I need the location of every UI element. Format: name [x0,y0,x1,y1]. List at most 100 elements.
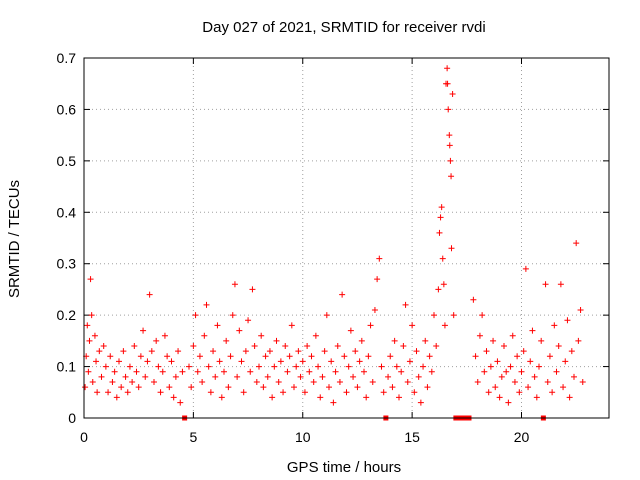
data-point [376,255,383,262]
y-tick-label: 0.1 [57,359,77,375]
data-point [448,245,455,252]
data-point [444,65,451,72]
data-point [483,348,490,355]
data-point [148,348,155,355]
data-point [196,353,203,360]
data-point [295,348,302,355]
x-axis-label: GPS time / hours [287,459,401,476]
data-point [153,337,160,344]
data-point [448,173,455,180]
data-point [546,353,553,360]
data-point [262,353,269,360]
data-point [175,348,182,355]
data-point [229,312,236,319]
data-point [385,373,392,380]
data-point [343,389,350,396]
y-tick-label: 0 [68,410,76,426]
data-point [126,363,133,370]
data-point [426,353,433,360]
data-point [304,343,311,349]
data-point [402,301,409,308]
data-point [227,353,234,360]
data-point [533,394,540,401]
data-point [557,281,564,288]
data-point [514,353,521,360]
data-point [415,373,422,380]
data-point [93,358,100,365]
data-point [367,322,374,329]
data-point [264,373,271,380]
data-point [120,348,127,355]
data-point [142,373,149,380]
data-point [378,363,385,370]
data-point [424,384,431,391]
data-point [354,384,361,391]
data-point [91,332,98,339]
data-point [271,363,278,370]
data-point [527,358,534,365]
data-point [389,384,396,391]
data-point [433,343,440,349]
data-point [551,322,558,329]
data-point [391,337,398,344]
data-point [113,394,120,401]
data-point [207,389,214,396]
data-point [336,379,343,385]
data-point [297,373,304,380]
data-point [409,322,416,329]
data-point [417,399,424,406]
data-point [446,142,453,149]
data-point [109,379,116,385]
data-point [116,358,122,365]
data-point [144,358,151,365]
data-point [544,379,551,385]
data-point [549,389,556,396]
data-point [85,368,92,375]
data-point [573,240,580,247]
data-point [332,368,339,375]
data-point [238,358,245,365]
data-point [214,322,221,329]
data-point [201,332,208,339]
x-tick-label: 15 [404,429,420,445]
data-point [522,265,529,272]
data-point [137,353,144,360]
data-point [498,373,505,380]
data-point [439,255,446,262]
data-point [350,373,357,380]
data-point [293,363,300,370]
data-point [210,348,217,355]
data-point [306,368,313,375]
data-point [566,394,573,401]
x-tick-label: 20 [514,429,530,445]
data-point [234,373,241,380]
data-point [315,363,322,370]
data-point [420,363,427,370]
data-point [245,317,252,324]
data-point [516,389,523,396]
data-point [312,332,319,339]
data-point [571,373,577,380]
data-point [256,363,262,370]
data-point [140,327,147,334]
data-point [358,337,365,344]
data-point [258,332,265,339]
grid-lines [84,57,609,418]
data-point [288,322,295,329]
data-point [124,389,131,396]
data-point [291,384,297,391]
data-point [286,353,293,360]
data-point [422,337,429,344]
data-point [387,353,394,360]
data-point [501,343,507,349]
y-axis-label: SRMTID / TECUs [6,180,23,298]
data-point [94,389,101,396]
data-point [223,337,230,344]
data-point [575,337,582,344]
data-point [445,106,452,113]
data-point [133,368,140,375]
data-point [96,348,103,355]
data-point [400,343,407,349]
data-point [164,353,171,360]
